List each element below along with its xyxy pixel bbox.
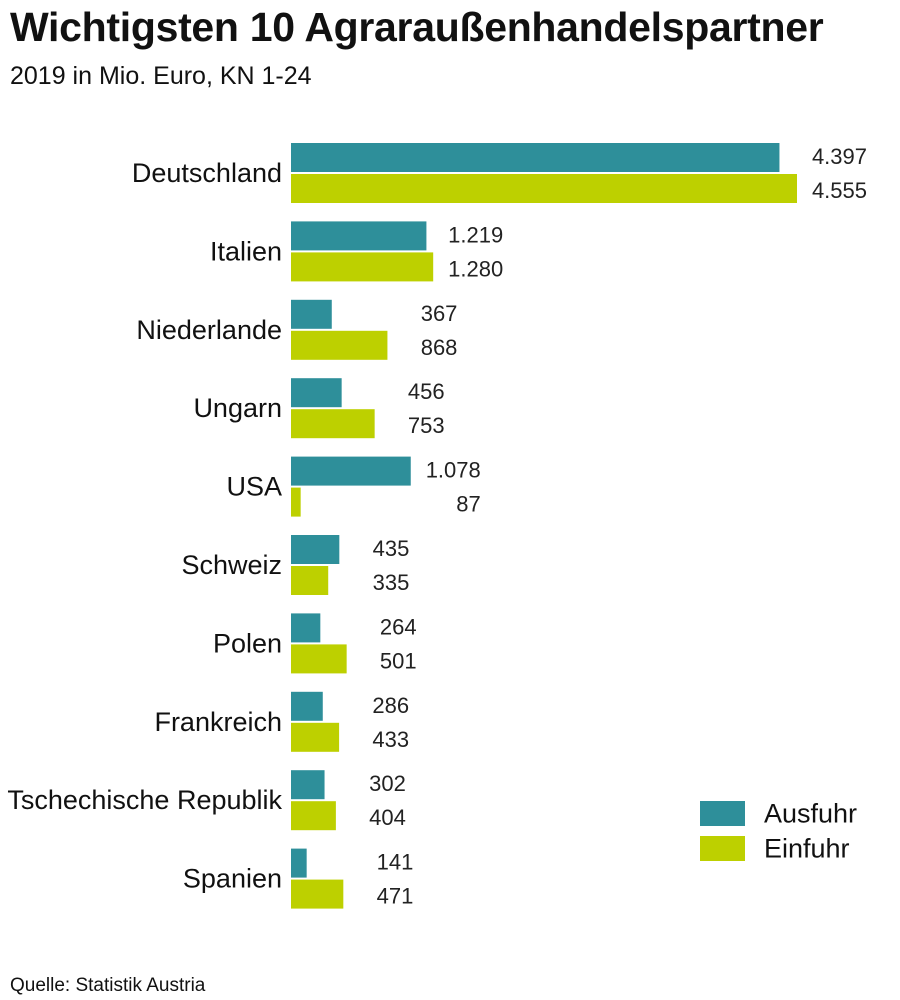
legend-label-einfuhr: Einfuhr	[764, 834, 850, 864]
chart-title: Wichtigsten 10 Agraraußenhandelspartner	[10, 4, 824, 50]
value-label-einfuhr-italien: 1.280	[448, 256, 503, 281]
value-label-ausfuhr-spanien: 141	[377, 850, 414, 875]
legend-swatch-ausfuhr	[700, 801, 745, 826]
category-label-niederlande: Niederlande	[136, 315, 282, 345]
bar-einfuhr-frankreich	[291, 722, 340, 752]
bar-einfuhr-niederlande	[291, 330, 388, 360]
category-label-schweiz: Schweiz	[181, 550, 282, 580]
bar-einfuhr-italien	[291, 252, 434, 282]
value-label-einfuhr-usa: 87	[456, 492, 480, 517]
bar-ausfuhr-deutschland	[291, 143, 780, 172]
bar-einfuhr-polen	[291, 644, 347, 674]
value-label-einfuhr-schweiz: 335	[373, 570, 410, 595]
bar-einfuhr-spanien	[291, 879, 344, 909]
value-label-einfuhr-polen: 501	[380, 648, 417, 673]
bar-ausfuhr-usa	[291, 456, 411, 486]
value-label-einfuhr-deutschland: 4.555	[812, 178, 867, 203]
category-label-polen: Polen	[213, 628, 282, 658]
value-label-ausfuhr-niederlande: 367	[421, 301, 458, 326]
value-label-ausfuhr-frankreich: 286	[372, 693, 409, 718]
bar-einfuhr-schweiz	[291, 566, 329, 595]
category-label-deutschland: Deutschland	[132, 158, 282, 188]
category-label-usa: USA	[226, 472, 282, 502]
bar-ausfuhr-tschechische-republik	[291, 770, 325, 800]
bar-chart: Deutschland 4.397 4.555 Italien 1.219 1.280 Ni…	[7, 143, 867, 909]
bar-ausfuhr-niederlande	[291, 299, 332, 329]
value-label-einfuhr-frankreich: 433	[372, 727, 409, 752]
category-label-frankreich: Frankreich	[154, 707, 282, 737]
value-label-einfuhr-niederlande: 868	[421, 335, 458, 360]
value-label-ausfuhr-usa: 1.078	[426, 458, 481, 483]
bar-ausfuhr-ungarn	[291, 378, 342, 408]
source-note: Quelle: Statistik Austria	[10, 975, 206, 996]
category-label-tschechische-republik: Tschechische Republik	[7, 785, 282, 815]
value-label-ausfuhr-italien: 1.219	[448, 222, 503, 247]
category-label-ungarn: Ungarn	[193, 393, 282, 423]
value-label-ausfuhr-tschechische-republik: 302	[369, 771, 406, 796]
value-label-ausfuhr-schweiz: 435	[373, 536, 410, 561]
value-label-ausfuhr-ungarn: 456	[408, 379, 445, 404]
bar-ausfuhr-schweiz	[291, 535, 340, 564]
bar-ausfuhr-italien	[291, 221, 427, 251]
category-label-italien: Italien	[210, 236, 282, 266]
legend-label-ausfuhr: Ausfuhr	[764, 799, 857, 829]
bar-ausfuhr-frankreich	[291, 691, 323, 721]
chart-subtitle: 2019 in Mio. Euro, KN 1-24	[10, 62, 312, 90]
bar-einfuhr-deutschland	[291, 174, 797, 203]
bar-ausfuhr-polen	[291, 613, 321, 643]
value-label-einfuhr-tschechische-republik: 404	[369, 805, 406, 830]
value-label-einfuhr-ungarn: 753	[408, 413, 445, 438]
category-label-spanien: Spanien	[183, 864, 282, 894]
legend-swatch-einfuhr	[700, 836, 745, 861]
bar-einfuhr-tschechische-republik	[291, 801, 336, 831]
bar-ausfuhr-spanien	[291, 848, 307, 878]
value-label-einfuhr-spanien: 471	[377, 884, 414, 909]
bar-einfuhr-ungarn	[291, 409, 375, 439]
value-label-ausfuhr-deutschland: 4.397	[812, 144, 867, 169]
bar-einfuhr-usa	[291, 487, 301, 517]
value-label-ausfuhr-polen: 264	[380, 614, 417, 639]
